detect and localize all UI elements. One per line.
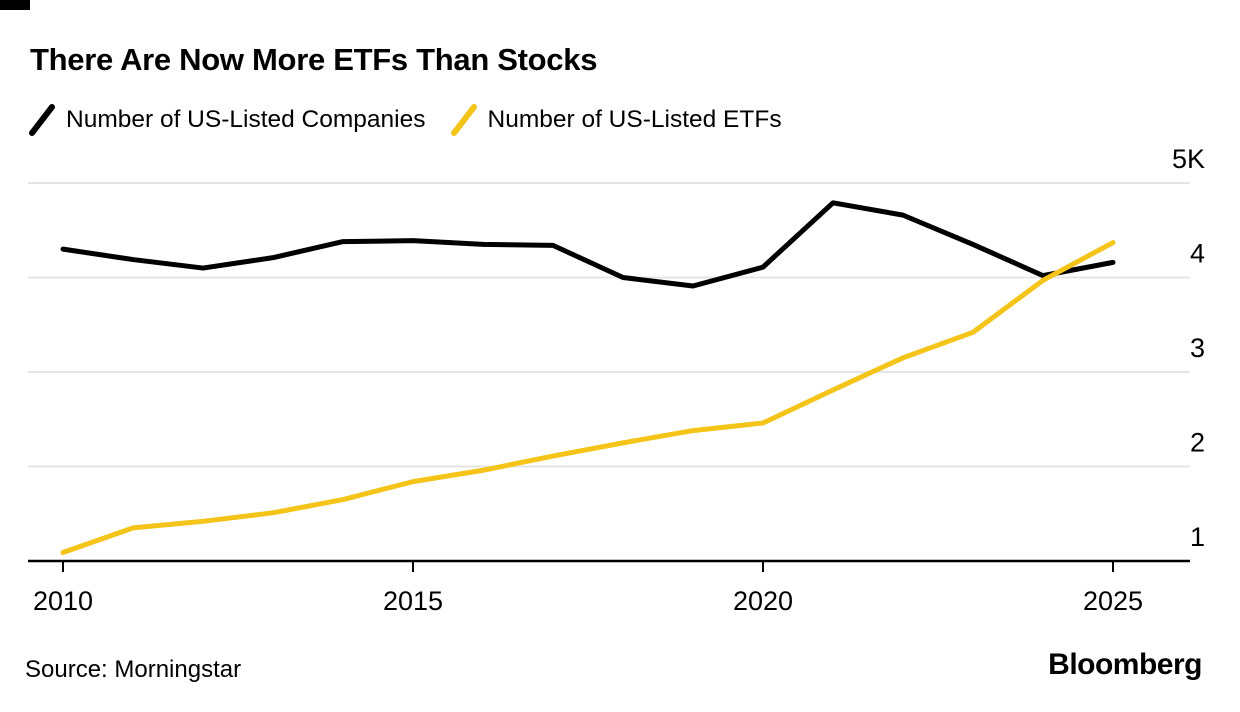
chart-title: There Are Now More ETFs Than Stocks bbox=[30, 42, 598, 77]
y-tick-label: 2 bbox=[1190, 428, 1205, 458]
legend-item-companies: Number of US-Listed Companies bbox=[28, 102, 426, 138]
companies-line-swatch-icon bbox=[29, 104, 55, 136]
y-tick-label: 1 bbox=[1190, 522, 1205, 552]
legend-item-etfs: Number of US-Listed ETFs bbox=[450, 102, 782, 138]
chart-legend: Number of US-Listed Companies Number of … bbox=[28, 102, 782, 138]
etfs-line-swatch-icon bbox=[450, 104, 477, 136]
series-line-companies bbox=[60, 200, 1116, 289]
series-line-etfs bbox=[60, 240, 1116, 555]
y-tick-label: 4 bbox=[1190, 239, 1205, 269]
y-tick-label: 3 bbox=[1190, 333, 1205, 363]
legend-label-companies: Number of US-Listed Companies bbox=[66, 106, 426, 133]
y-tick-label: 5K bbox=[1172, 144, 1205, 174]
source-note: Source: Morningstar bbox=[25, 656, 242, 683]
x-tick-label: 2025 bbox=[1083, 586, 1143, 616]
bloomberg-logo: Bloomberg bbox=[1048, 648, 1202, 681]
brand-corner-mark bbox=[0, 0, 30, 10]
x-tick-label: 2020 bbox=[733, 586, 793, 616]
x-tick-label: 2015 bbox=[383, 586, 443, 616]
legend-label-etfs: Number of US-Listed ETFs bbox=[487, 106, 782, 133]
x-tick-label: 2010 bbox=[33, 586, 93, 616]
